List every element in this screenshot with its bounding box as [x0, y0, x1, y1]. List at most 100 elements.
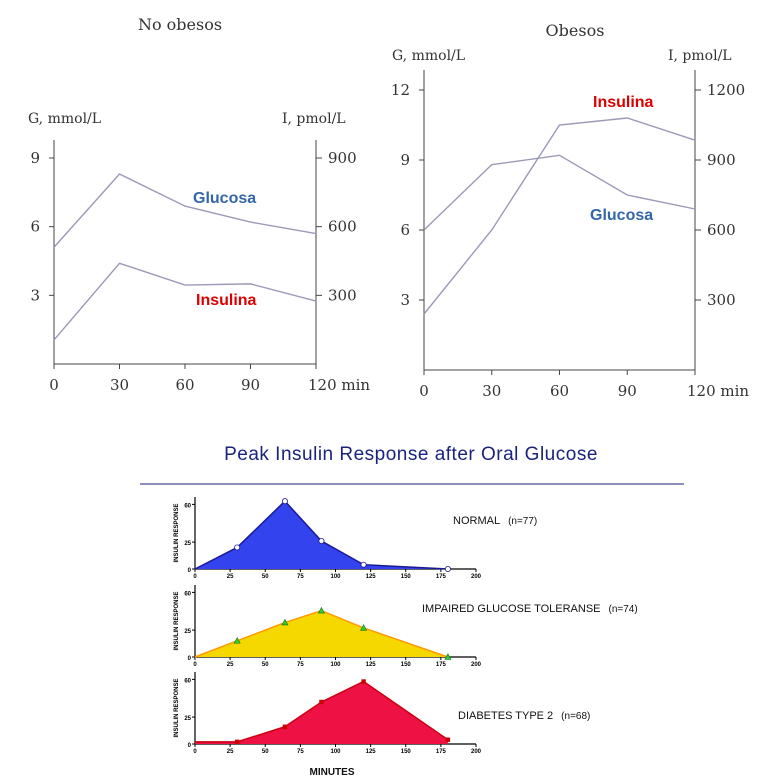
panel-x-tick-label: 25: [227, 662, 234, 668]
data-point-marker: [318, 538, 325, 545]
chart-obesos: Obesos G, mmol/L I, pmol/L 0 30 60 90 120 mi…: [391, 21, 750, 400]
y-tick-label-right: 900: [707, 151, 736, 169]
y-tick-label-left: 9: [400, 151, 410, 169]
panel-label-name: IMPAIRED GLUCOSE TOLERANSE: [422, 603, 601, 615]
panel-x-tick-label: 0: [193, 662, 197, 668]
panel-x-tick-label: 100: [330, 574, 341, 580]
panel-y-tick-label: 25: [184, 629, 191, 635]
series-line-glucosa: [53, 173, 317, 248]
chart-title: Peak Insulin Response after Oral Glucose: [224, 444, 598, 465]
y-tick-label-right: 1200: [707, 81, 745, 99]
panel-x-tick-label: 50: [262, 749, 269, 755]
y-tick-label-left: 3: [400, 291, 410, 309]
panel-x-tick-label: 0: [193, 574, 197, 580]
panel-normal: 0 25 60 INSULIN RESPONSE 0 25 50 75 100 125 150 175…: [174, 497, 537, 580]
area-fill: [195, 501, 448, 569]
series-line-glucosa: [423, 154, 696, 231]
panel-x-tick-label: 100: [330, 662, 341, 668]
x-tick-label: 90: [241, 376, 260, 394]
area-outline: [194, 500, 448, 570]
data-point-marker: [282, 724, 288, 729]
y-axis-label-left: G, mmol/L: [392, 48, 465, 64]
y-tick-label-left: 3: [30, 286, 40, 304]
x-tick-label: 60: [175, 376, 194, 394]
panel-x-tick-label: 150: [401, 749, 412, 755]
panel-x-tick-label: 175: [436, 662, 447, 668]
panel-label-n: (n=68): [561, 711, 590, 722]
area-fill: [195, 681, 448, 744]
y-tick-label-right: 300: [707, 291, 736, 309]
x-tick-label: 60: [550, 382, 569, 400]
y-tick-label-left: 9: [30, 149, 40, 167]
panel-x-tick-label: 75: [297, 574, 304, 580]
y-tick-label-right: 300: [328, 286, 357, 304]
data-point-marker: [317, 606, 325, 614]
series-label-insulina: Insulina: [593, 94, 654, 111]
panel-label-n: (n=74): [609, 604, 638, 615]
area-outline: [195, 680, 449, 743]
panel-x-tick-label: 150: [401, 662, 412, 668]
data-point-marker: [360, 624, 368, 631]
data-point-marker: [444, 653, 452, 660]
data-point-marker: [234, 739, 240, 745]
chart-no-obesos: No obesos G, mmol/L I, pmol/L 0 30 60 90 120…: [28, 15, 370, 394]
x-tick-label: 0: [419, 382, 429, 400]
panel-x-tick-label: 125: [366, 574, 377, 580]
panel-x-tick-label: 125: [366, 749, 377, 755]
data-point-marker: [281, 618, 289, 626]
panel-x-tick-label: 50: [262, 662, 269, 668]
data-point-marker: [361, 679, 366, 684]
panel-label: NORMAL (n=77): [453, 515, 537, 527]
panel-y-tick-label: 60: [184, 678, 191, 684]
panel-x-tick-label: 200: [471, 749, 482, 755]
series-label-insulina: Insulina: [196, 292, 257, 309]
x-tick-label: 0: [49, 376, 59, 394]
y-tick-label-left: 6: [30, 218, 40, 236]
panel-y-axis-label: INSULIN RESPONSE: [174, 591, 180, 650]
y-tick-label-left: 12: [391, 81, 410, 99]
panel-label-name: DIABETES TYPE 2: [458, 710, 553, 722]
panel-x-tick-label: 25: [227, 574, 234, 580]
data-point-marker: [319, 699, 324, 705]
panel-y-tick-label: 60: [184, 591, 191, 597]
y-tick-label-right: 600: [328, 218, 357, 236]
panel-diabetes-type-2: 0 25 60 INSULIN RESPONSE 0 25 50 75 100 125 150 175…: [174, 672, 590, 755]
panel-x-tick-label: 175: [436, 574, 447, 580]
panel-y-tick-label: 0: [188, 743, 192, 749]
panel-y-tick-label: 25: [184, 716, 191, 722]
x-axis-label: MINUTES: [310, 767, 355, 778]
y-tick-label-left: 6: [400, 221, 410, 239]
panel-label-name: NORMAL: [453, 515, 500, 527]
series-line-insulina: [53, 262, 317, 341]
area-fill: [195, 610, 448, 657]
panel-x-tick-label: 200: [471, 662, 482, 668]
data-point-marker: [444, 566, 451, 573]
panel-x-tick-label: 25: [227, 749, 234, 755]
series-label-glucosa: Glucosa: [193, 190, 256, 207]
panel-x-tick-label: 0: [193, 749, 197, 755]
x-tick-label: 30: [110, 376, 129, 394]
panel-impaired-glucose-toleranse: 0 25 60 INSULIN RESPONSE 0 25 50 75 100 125 150 175…: [174, 585, 638, 668]
panel-x-tick-label: 100: [330, 749, 341, 755]
x-tick-label: 120 min: [687, 382, 749, 400]
x-tick-label: 30: [482, 382, 501, 400]
panel-y-tick-label: 60: [184, 503, 191, 509]
x-tick-label: 90: [618, 382, 637, 400]
data-point-marker: [234, 544, 241, 551]
x-tick-label: 120 min: [308, 376, 370, 394]
data-point-marker: [360, 561, 367, 568]
y-axis-label-left: G, mmol/L: [28, 111, 101, 127]
panel-y-tick-label: 0: [188, 568, 192, 574]
data-point-marker: [445, 737, 451, 742]
panel-x-tick-label: 200: [471, 574, 482, 580]
panel-x-tick-label: 75: [297, 662, 304, 668]
y-tick-label-right: 900: [328, 149, 357, 167]
series-label-glucosa: Glucosa: [590, 207, 653, 224]
chart-title: Obesos: [546, 21, 605, 40]
series-line-insulina: [423, 117, 696, 315]
y-axis-label-right: I, pmol/L: [282, 111, 346, 127]
chart-title: No obesos: [138, 15, 222, 34]
y-tick-label-right: 600: [707, 221, 736, 239]
panel-x-tick-label: 125: [366, 662, 377, 668]
